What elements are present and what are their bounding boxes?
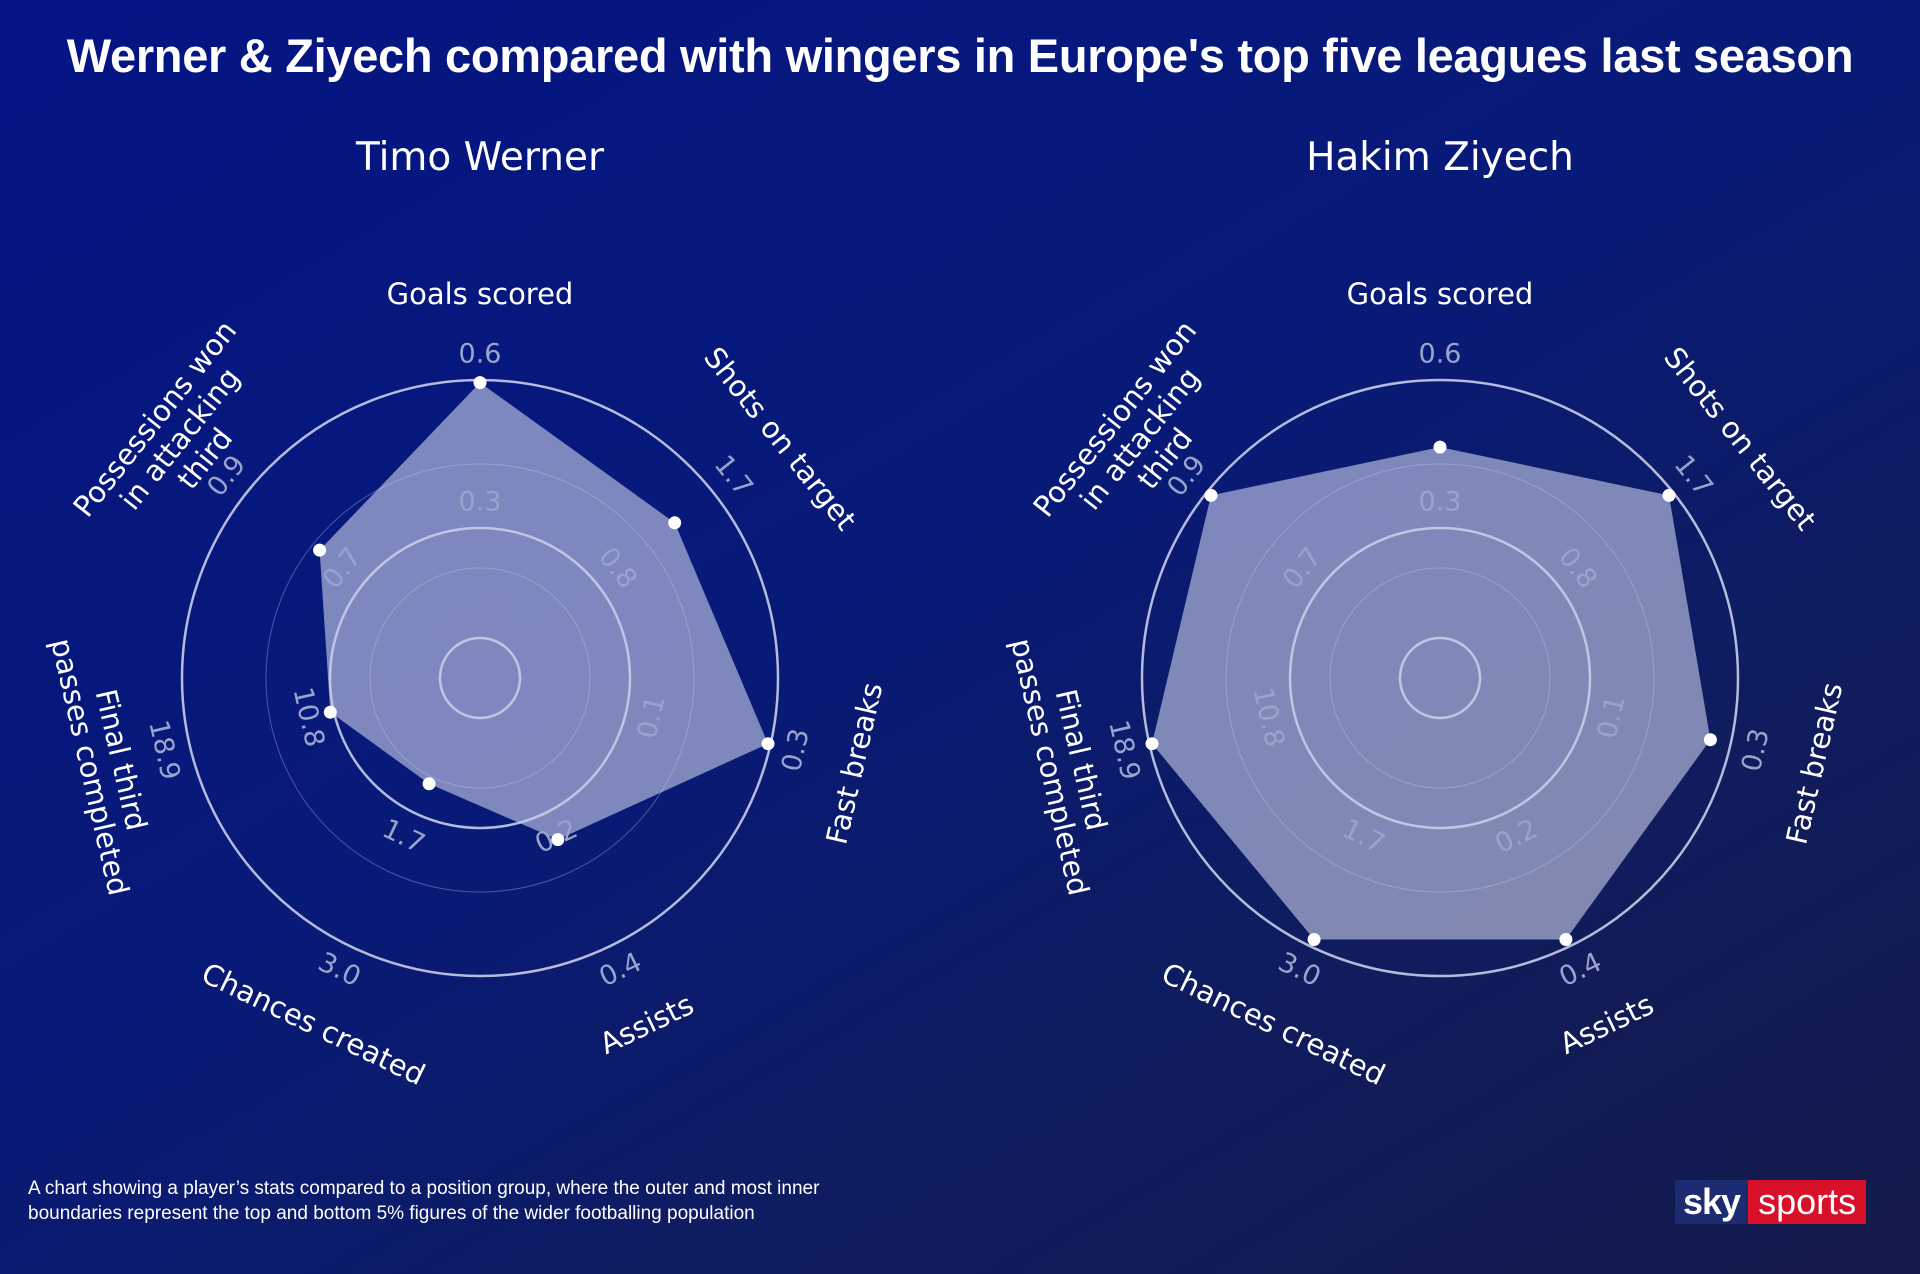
radar-1-axis-label-goals-scored: Goals scored: [387, 277, 574, 311]
radar-1-area: [319, 382, 768, 840]
radar-2-axis-label-shots-on-target: Shots on target: [1657, 341, 1823, 537]
radar-2-tick-top-final-third-passes-completed: 18.9: [1102, 717, 1146, 783]
radar-2-point-shots-on-target: [1662, 488, 1676, 502]
footnote-line-1: A chart showing a player’s stats compare…: [28, 1178, 820, 1199]
radar-2-axis-label-goals-scored: Goals scored: [1347, 277, 1534, 311]
radar-1-axis-label-fast-breaks: Fast breaks: [819, 679, 889, 847]
radar-2-tick-top-fast-breaks: 0.3: [1736, 726, 1776, 775]
radar-1-point-shots-on-target: [668, 516, 682, 530]
radar-2-point-chances-created: [1307, 933, 1321, 946]
radar-1-axis-label-line: Goals scored: [387, 277, 574, 311]
radar-2-tick-top-chances-created: 3.0: [1273, 947, 1325, 994]
radar-1-tick-top-chances-created: 3.0: [313, 947, 365, 994]
radar-1-point-possessions-won-in-attacking-third: [313, 543, 327, 557]
chart-title: Werner & Ziyech compared with wingers in…: [66, 29, 1854, 82]
radar-1-axis-label-assists: Assists: [594, 987, 699, 1061]
radar-1-tick-top-assists: 0.4: [595, 947, 647, 994]
radar-2-point-assists: [1559, 933, 1573, 946]
radar-2-axis-label-final-third-passes-completed: Final thirdpasses completed: [1004, 628, 1127, 899]
radar-2-tick-top-goals-scored: 0.6: [1419, 339, 1462, 370]
radar-2-axis-label-chances-created: Chances created: [1156, 956, 1390, 1092]
radar-1-axis-label-line: Shots on target: [697, 341, 863, 537]
radar-2-title: Hakim Ziyech: [1306, 135, 1574, 180]
radar-2-point-goals-scored: [1433, 440, 1447, 454]
logo-sports: sports: [1748, 1180, 1867, 1224]
radar-2-axis-label-assists: Assists: [1554, 987, 1659, 1061]
radar-1-tick-top-fast-breaks: 0.3: [776, 726, 816, 775]
footnote: A chart showing a player’s stats compare…: [28, 1176, 988, 1226]
radar-1-tick-top-final-third-passes-completed: 18.9: [142, 717, 186, 783]
radar-2-point-final-third-passes-completed: [1145, 737, 1159, 751]
radar-1-axis-label-chances-created: Chances created: [196, 956, 430, 1092]
radar-2-point-fast-breaks: [1703, 733, 1717, 747]
radar-2-axis-label-line: Goals scored: [1347, 277, 1534, 311]
radar-1-point-final-third-passes-completed: [323, 705, 337, 719]
radar-1-axis-label-shots-on-target: Shots on target: [697, 341, 863, 537]
radar-1-axis-label-possessions-won-in-attacking-third: Possessions wonin attackingthird: [66, 314, 293, 563]
radar-2-tick-mid-goals-scored: 0.3: [1419, 487, 1462, 518]
radar-2-point-possessions-won-in-attacking-third: [1204, 488, 1218, 502]
radar-1-tick-mid-final-third-passes-completed: 10.8: [287, 684, 331, 750]
radar-1-axis-label-line: Fast breaks: [819, 679, 889, 847]
radar-2-axis-label-fast-breaks: Fast breaks: [1779, 679, 1849, 847]
radar-2-axis-label-line: Chances created: [1156, 956, 1390, 1092]
radar-1-point-fast-breaks: [761, 737, 775, 751]
radar-1-point-goals-scored: [473, 376, 487, 390]
radar-1-tick-mid-goals-scored: 0.3: [459, 487, 502, 518]
radar-1-tick-top-goals-scored: 0.6: [459, 339, 502, 370]
radar-1-axis-label-line: Assists: [594, 987, 699, 1061]
radar-2-axis-label-line: Shots on target: [1657, 341, 1823, 537]
radar-2-tick-top-assists: 0.4: [1555, 947, 1607, 994]
radar-2-ring-outer: [1140, 378, 1740, 978]
radar-2-axis-label-line: Assists: [1554, 987, 1659, 1061]
radar-1-axis-label-final-third-passes-completed: Final thirdpasses completed: [44, 628, 167, 899]
sky-sports-logo: sky sports: [1675, 1180, 1867, 1224]
radar-2-area: [1152, 447, 1711, 940]
radar-1-title: Timo Werner: [355, 135, 605, 180]
radar-1-axis-label-line: Chances created: [196, 956, 430, 1092]
footnote-line-2: boundaries represent the top and bottom …: [28, 1203, 755, 1224]
radar-1-point-assists: [551, 833, 565, 847]
logo-sky: sky: [1675, 1180, 1749, 1224]
radar-1-point-chances-created: [422, 777, 436, 791]
radar-1-tick-mid-chances-created: 1.7: [378, 813, 430, 860]
radar-2-axis-label-line: Fast breaks: [1779, 679, 1849, 847]
